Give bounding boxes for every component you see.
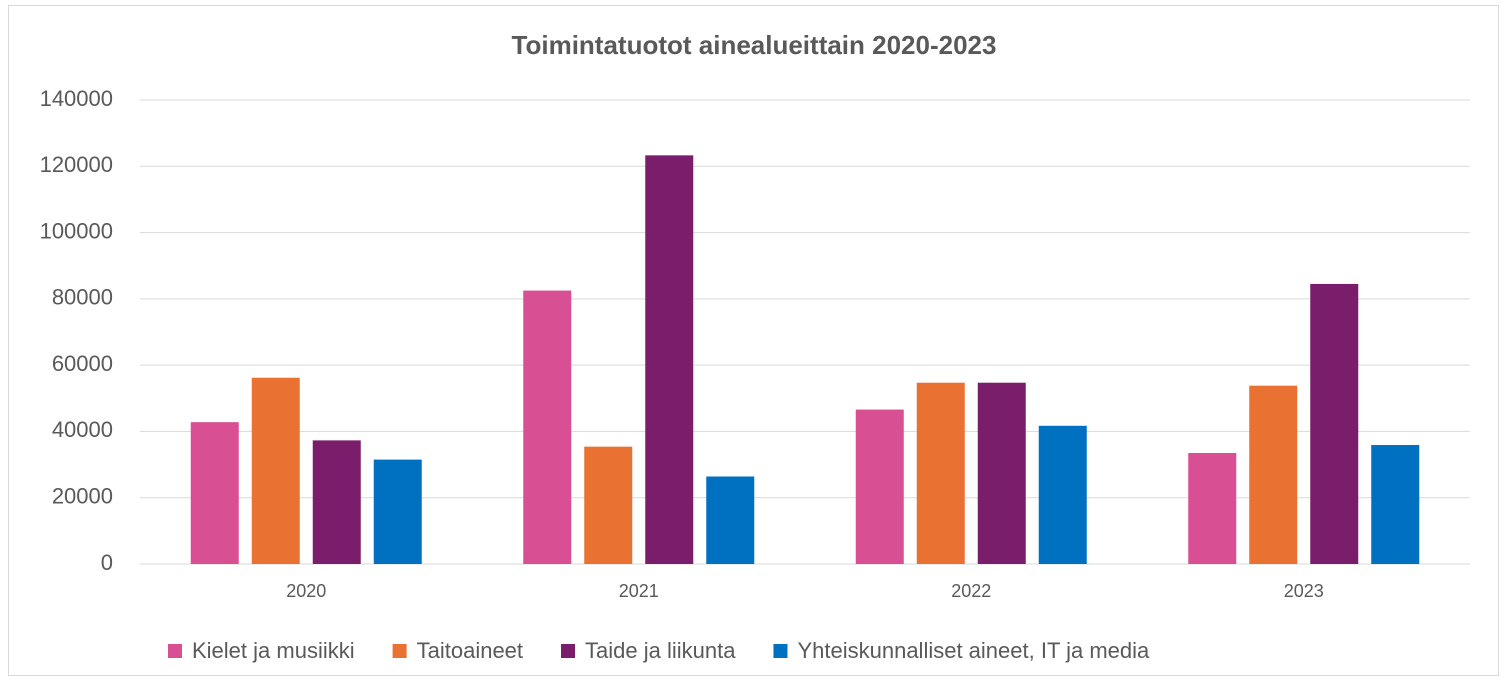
x-tick-label: 2021 (619, 581, 659, 601)
bar (373, 459, 422, 564)
bar (190, 422, 239, 564)
bar (1038, 425, 1087, 564)
bar (706, 476, 755, 564)
x-tick-label: 2023 (1284, 581, 1324, 601)
bar (645, 155, 694, 564)
y-tick-label: 120000 (40, 152, 113, 177)
legend-label: Yhteiskunnalliset aineet, IT ja media (797, 638, 1150, 663)
bar (1371, 445, 1420, 564)
y-tick-label: 0 (101, 550, 113, 575)
x-tick-label: 2020 (286, 581, 326, 601)
bar (855, 409, 904, 564)
legend-swatch (392, 644, 407, 658)
chart-title: Toimintatuotot ainealueittain 2020-2023 (512, 30, 997, 60)
bar (312, 440, 361, 564)
bar (916, 382, 965, 564)
y-tick-label: 60000 (52, 351, 113, 376)
bar (1188, 452, 1237, 564)
bar (251, 377, 300, 564)
legend-label: Taide ja liikunta (585, 638, 736, 663)
y-tick-label: 140000 (40, 86, 113, 111)
y-tick-label: 80000 (52, 285, 113, 310)
y-tick-label: 100000 (40, 218, 113, 243)
legend-swatch (561, 644, 576, 658)
x-tick-label: 2022 (951, 581, 991, 601)
legend-label: Taitoaineet (417, 638, 523, 663)
y-tick-label: 40000 (52, 417, 113, 442)
bar (977, 382, 1026, 564)
legend-label: Kielet ja musiikki (192, 638, 355, 663)
chart-border (8, 5, 1499, 676)
bar (523, 290, 572, 564)
bar (1249, 385, 1298, 564)
bar (584, 446, 633, 564)
legend-swatch (168, 644, 182, 658)
legend-swatch (773, 644, 788, 658)
bar (1310, 283, 1359, 564)
y-tick-label: 20000 (52, 484, 113, 509)
